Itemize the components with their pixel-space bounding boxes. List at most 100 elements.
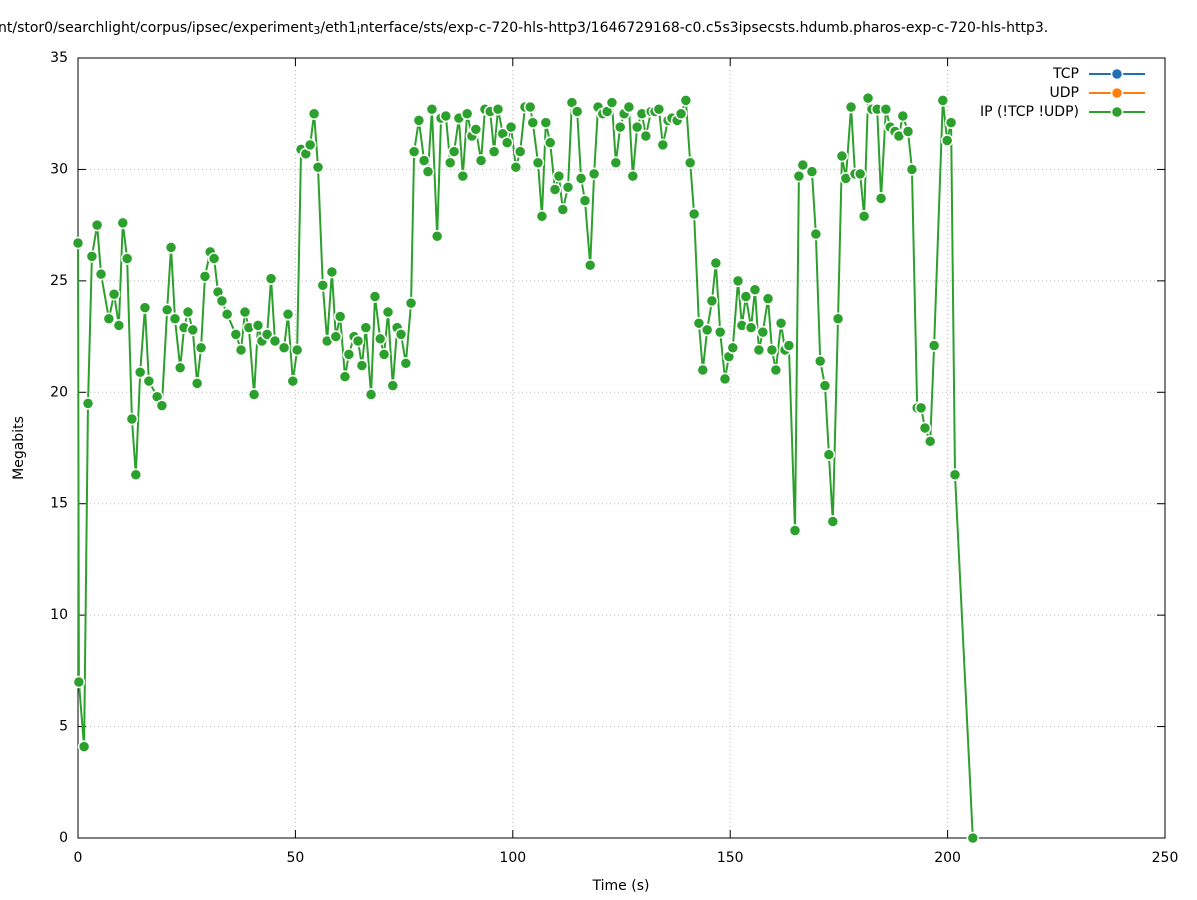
data-point — [456, 169, 470, 183]
data-point — [656, 138, 670, 152]
data-point — [561, 181, 575, 194]
data-point — [386, 379, 400, 392]
data-point — [307, 107, 321, 120]
data-point — [186, 323, 200, 337]
data-point — [474, 154, 488, 167]
data-point — [944, 116, 958, 129]
data-point — [160, 303, 174, 317]
data-point — [587, 167, 601, 181]
data-point — [377, 348, 391, 361]
data-point — [761, 292, 775, 305]
y-tick-label: 30 — [50, 161, 68, 177]
data-point — [491, 103, 505, 116]
data-point — [674, 107, 688, 120]
x-tick-label: 250 — [1152, 850, 1179, 866]
data-point — [796, 158, 810, 172]
data-point — [905, 163, 919, 176]
data-point — [102, 312, 116, 325]
data-point — [268, 334, 282, 348]
legend-label: TCP — [1052, 66, 1079, 82]
data-point — [399, 357, 413, 370]
data-point — [133, 365, 147, 379]
data-point — [683, 156, 697, 169]
data-point — [748, 283, 762, 297]
data-point — [129, 468, 143, 481]
data-point — [918, 421, 932, 435]
data-point — [430, 230, 444, 243]
data-point — [247, 388, 261, 401]
legend-marker — [1110, 67, 1124, 81]
data-point — [234, 343, 248, 357]
data-point — [818, 379, 832, 392]
data-point — [826, 515, 840, 528]
data-point — [744, 321, 758, 334]
data-point — [718, 372, 732, 386]
data-point — [173, 361, 187, 375]
data-point — [220, 308, 234, 321]
data-point — [574, 172, 588, 185]
data-point — [190, 377, 204, 390]
data-point — [303, 138, 317, 152]
data-point — [500, 136, 514, 149]
data-point — [71, 236, 85, 250]
data-point — [215, 294, 229, 308]
data-point — [605, 96, 619, 109]
data-point — [373, 332, 387, 346]
data-point — [277, 341, 291, 354]
data-point — [238, 305, 252, 319]
data-point — [622, 100, 636, 114]
data-point — [164, 241, 178, 254]
data-point — [578, 194, 592, 207]
data-point — [359, 321, 373, 334]
chart-title: nt/stor0/searchlight/corpus/ipsec/experi… — [0, 20, 1048, 37]
data-point — [652, 103, 666, 116]
legend-marker — [1110, 105, 1124, 119]
y-tick-label: 20 — [50, 384, 68, 400]
data-point — [822, 448, 836, 461]
data-point — [552, 169, 566, 183]
data-point — [116, 216, 130, 230]
data-point — [523, 100, 537, 114]
data-point — [844, 100, 858, 114]
data-point — [333, 310, 347, 323]
data-point — [290, 343, 304, 357]
data-point — [726, 341, 740, 354]
data-point — [142, 374, 156, 388]
data-point — [731, 274, 745, 288]
data-point — [355, 359, 369, 372]
data-point — [936, 94, 950, 107]
data-point — [342, 348, 356, 361]
data-point — [439, 109, 453, 123]
data-point — [948, 468, 962, 481]
data-point — [874, 192, 888, 205]
data-point — [329, 330, 343, 343]
data-point — [548, 183, 562, 196]
data-point — [765, 343, 779, 357]
data-point — [394, 328, 408, 341]
data-point — [914, 401, 928, 415]
data-point — [966, 831, 980, 845]
data-point — [381, 305, 395, 319]
data-point — [107, 287, 121, 301]
x-tick-label: 0 — [74, 850, 83, 866]
data-point — [853, 167, 867, 181]
data-point — [835, 149, 849, 163]
y-tick-label: 35 — [50, 50, 68, 66]
y-tick-label: 0 — [59, 830, 68, 846]
data-point — [460, 107, 474, 120]
data-point — [879, 103, 893, 116]
y-axis-label: Megabits — [11, 416, 27, 480]
data-point — [613, 120, 627, 134]
data-point — [809, 227, 823, 241]
data-point — [692, 316, 706, 330]
data-point — [782, 339, 796, 352]
data-point — [556, 203, 570, 216]
legend-label: UDP — [1050, 85, 1079, 101]
data-point — [417, 154, 431, 167]
data-point — [774, 316, 788, 330]
y-tick-label: 25 — [50, 273, 68, 289]
data-point — [531, 156, 545, 169]
title-part: nterface/sts/exp-c-720-hls-http3/1646729… — [360, 20, 1048, 36]
data-point — [316, 279, 330, 292]
data-point — [630, 120, 644, 134]
